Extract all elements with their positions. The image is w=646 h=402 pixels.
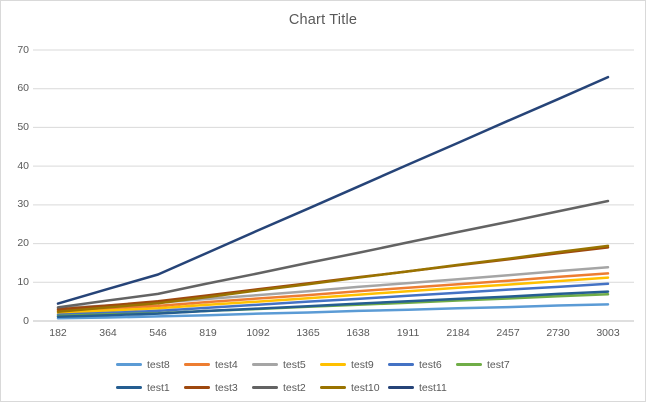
series-line-test11[interactable] [56,75,610,305]
y-tick-label: 60 [17,82,29,95]
y-tick-label: 0 [23,314,29,327]
x-tick-label: 1638 [346,327,370,339]
legend-item-test2[interactable]: test2 [252,376,320,399]
x-tick-label: 3003 [596,327,620,339]
x-tick-label: 819 [199,327,217,339]
series-line-test9[interactable] [56,276,610,315]
legend-swatch-test9 [320,363,346,366]
series-line-test4[interactable] [56,272,610,312]
legend-swatch-test10 [320,386,346,389]
legend-label: test10 [351,381,380,394]
legend-item-test6[interactable]: test6 [388,353,456,376]
legend-swatch-test4 [184,363,210,366]
y-tick-label: 70 [17,43,29,56]
y-tick-label: 10 [17,275,29,288]
chart-title: Chart Title [288,12,358,28]
legend-swatch-test2 [252,386,278,389]
legend-swatch-test8 [116,363,142,366]
x-tick-label: 2457 [496,327,520,339]
legend-label: test4 [215,358,238,371]
legend-label: test8 [147,358,170,371]
legend-label: test1 [147,381,170,394]
legend-label: test2 [283,381,306,394]
x-tick-label: 364 [99,327,117,339]
legend-swatch-test11 [388,386,414,389]
y-tick-label: 50 [17,120,29,133]
legend-item-test11[interactable]: test11 [388,376,456,399]
legend-swatch-test5 [252,363,278,366]
legend-label: test5 [283,358,306,371]
legend-item-test4[interactable]: test4 [184,353,252,376]
legend-item-test3[interactable]: test3 [184,376,252,399]
x-tick-label: 1092 [246,327,270,339]
y-tick-label: 40 [17,159,29,172]
legend-item-test9[interactable]: test9 [320,353,388,376]
legend-swatch-test3 [184,386,210,389]
x-tick-label: 2184 [446,327,470,339]
x-tick-label: 182 [49,327,67,339]
legend-item-test5[interactable]: test5 [252,353,320,376]
x-tick-label: 2730 [546,327,570,339]
legend-label: test6 [419,358,442,371]
legend-item-test1[interactable]: test1 [116,376,184,399]
legend-label: test3 [215,381,238,394]
series-line-test6[interactable] [56,282,610,317]
legend-label: test11 [419,381,447,394]
series-line-test2[interactable] [56,199,610,309]
y-tick-label: 30 [17,198,29,211]
legend-label: test7 [487,358,510,371]
legend-item-test8[interactable]: test8 [116,353,184,376]
legend-item-test10[interactable]: test10 [320,376,388,399]
series-line-test1[interactable] [56,290,610,318]
legend-swatch-test6 [388,363,414,366]
x-tick-label: 1365 [296,327,320,339]
legend: test8 test4 test5 test9 test6 test7 test1 test3… [116,353,530,399]
series-line-test10[interactable] [56,244,610,313]
legend-item-test7[interactable]: test7 [456,353,524,376]
legend-label: test9 [351,358,374,371]
series-line-test8[interactable] [56,303,610,320]
x-tick-label: 1911 [396,327,420,339]
y-tick-label: 20 [17,237,29,250]
legend-swatch-test1 [116,386,142,389]
legend-swatch-test7 [456,363,482,366]
x-tick-label: 546 [149,327,167,339]
